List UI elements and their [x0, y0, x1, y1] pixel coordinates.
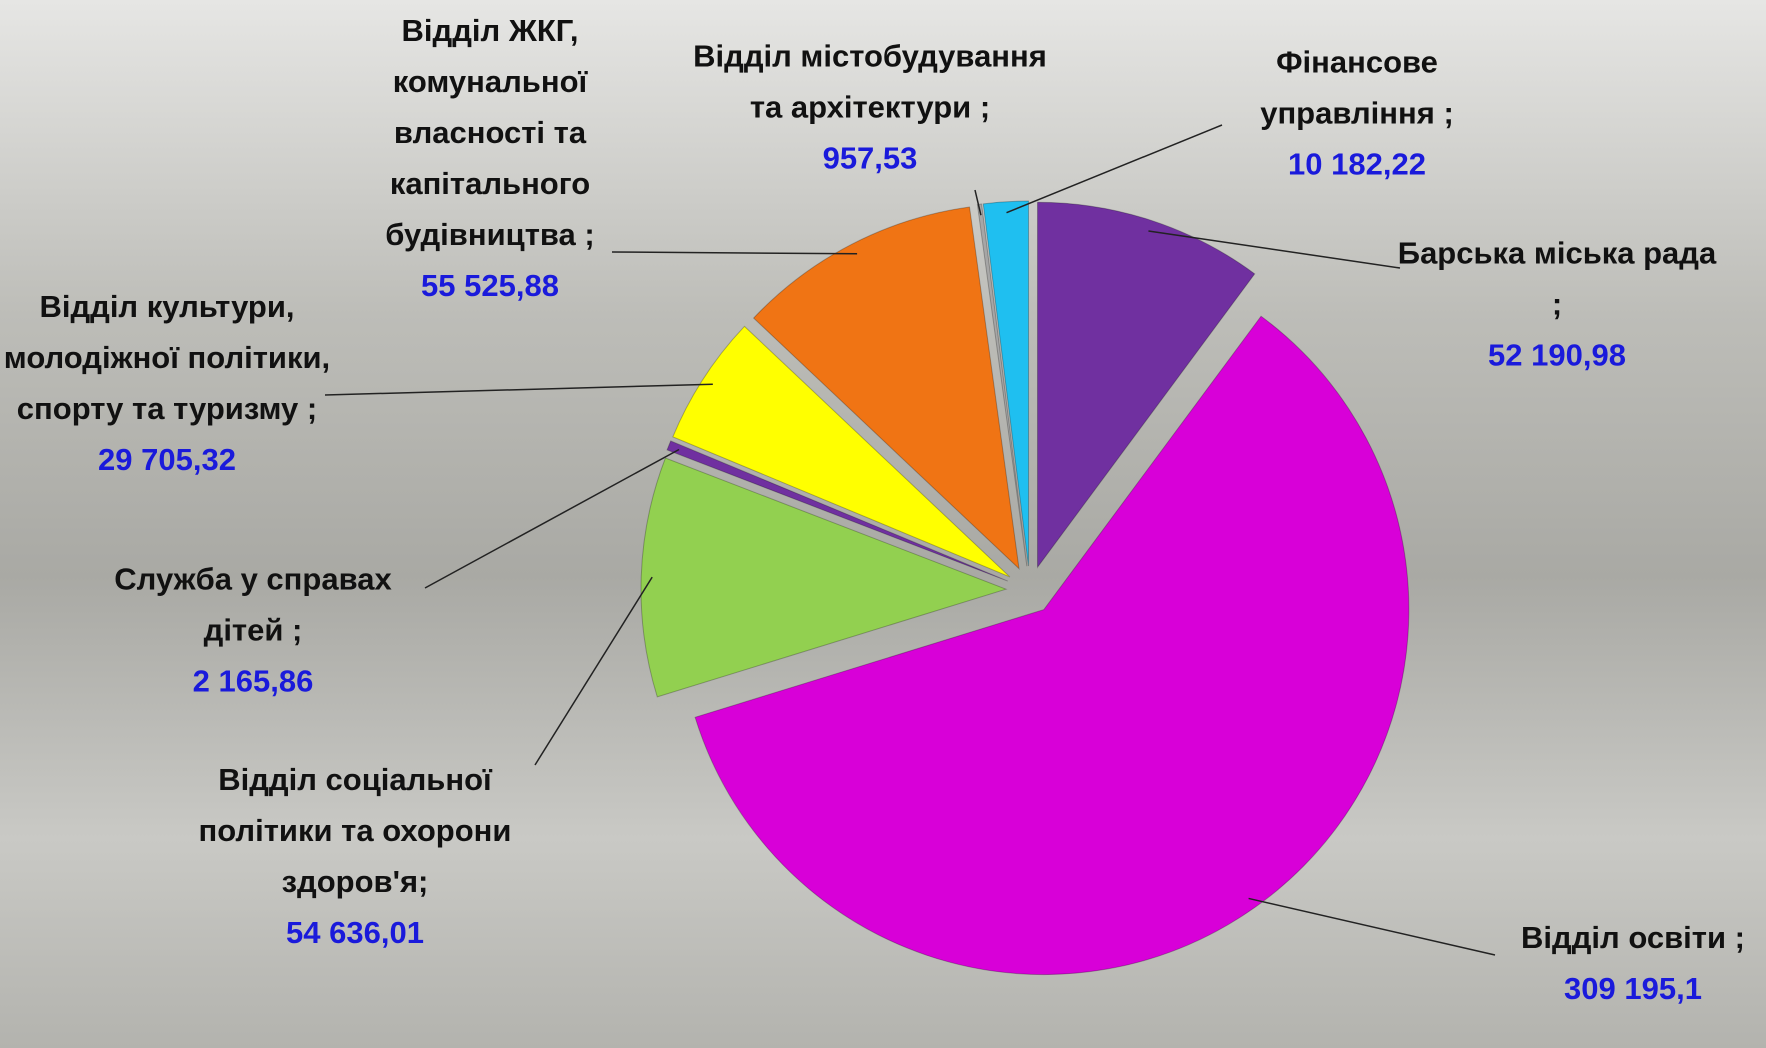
leader-line: [974, 189, 982, 216]
category-label: Відділ освіти ;: [1521, 920, 1745, 955]
value-label: 309 195,1: [1564, 971, 1702, 1006]
value-label: 2 165,86: [192, 663, 314, 699]
leader-line: [324, 383, 713, 396]
leader-line: [424, 448, 680, 589]
leader-line: [534, 576, 653, 766]
category-label: Фінансове управління ;: [1260, 44, 1454, 131]
slice-label: Барська міська рада ; 52 190,98: [1392, 228, 1722, 381]
value-label: 957,53: [822, 140, 918, 176]
slice-label: Служба у справах дітей ; 2 165,86: [83, 554, 423, 707]
pie-slice: [976, 203, 1028, 567]
slice-label: Відділ містобудування та архітектури ; 95…: [680, 31, 1060, 184]
value-label: 29 705,32: [98, 442, 236, 477]
value-label: 54 636,01: [286, 915, 424, 950]
pie-slice: [694, 315, 1410, 976]
pie-slice: [752, 206, 1020, 570]
pie-slice: [672, 325, 1011, 578]
value-label: 55 525,88: [421, 268, 559, 303]
pie-slice: [640, 457, 1008, 698]
category-label: Барська міська рада ;: [1397, 235, 1717, 322]
slice-label: Відділ освіти ; 309 195,1: [1483, 912, 1766, 1014]
pie-slice: [666, 440, 1008, 582]
category-label: Відділ культури, молодіжної політики, сп…: [3, 289, 331, 426]
leader-line: [1006, 124, 1223, 214]
slice-label: Відділ культури, молодіжної політики, сп…: [2, 281, 332, 485]
value-label: 10 182,22: [1288, 146, 1426, 182]
slice-label: Відділ соціальної політики та охорони зд…: [175, 754, 535, 958]
slice-label: Фінансове управління ; 10 182,22: [1207, 37, 1507, 190]
category-label: Служба у справах дітей ;: [114, 561, 392, 648]
leader-line: [1248, 897, 1496, 956]
leader-line: [611, 251, 858, 255]
category-label: Відділ містобудування та архітектури ;: [693, 38, 1047, 125]
pie-slice: [982, 200, 1030, 567]
category-label: Відділ соціальної політики та охорони зд…: [198, 762, 512, 899]
leader-line: [1148, 230, 1401, 269]
category-label: Відділ ЖКГ, комунальної власності та кап…: [385, 13, 595, 252]
slice-label: Відділ ЖКГ, комунальної власності та кап…: [340, 5, 640, 311]
value-label: 52 190,98: [1488, 337, 1626, 373]
pie-slice: [1037, 201, 1256, 569]
